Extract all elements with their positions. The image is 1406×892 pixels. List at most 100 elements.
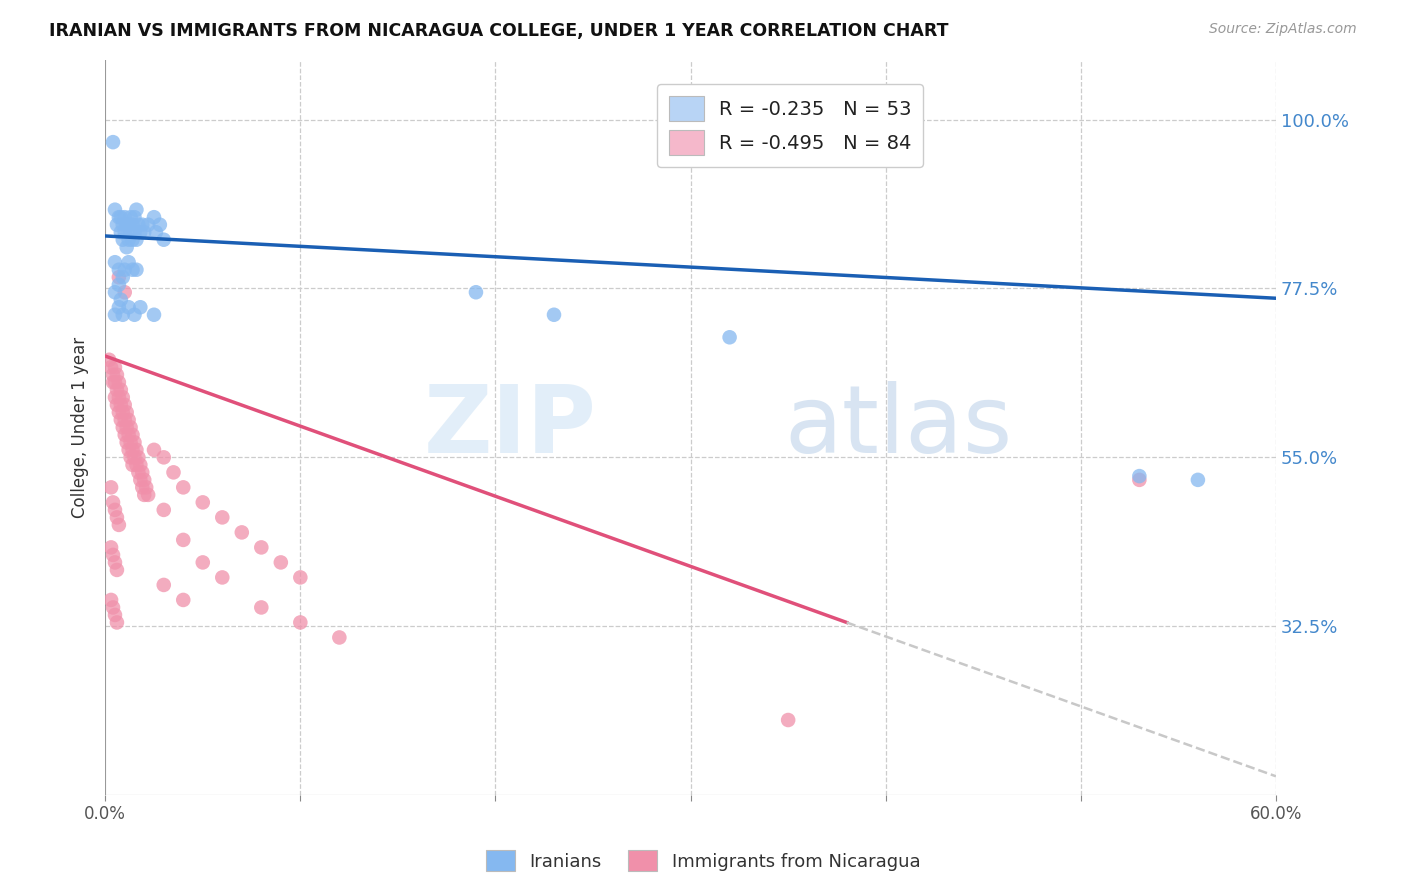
Point <box>250 600 273 615</box>
Point <box>111 270 134 285</box>
Point <box>172 593 194 607</box>
Point <box>104 390 127 404</box>
Point <box>543 308 565 322</box>
Y-axis label: College, Under 1 year: College, Under 1 year <box>72 337 89 518</box>
Point <box>121 427 143 442</box>
Point <box>115 420 138 434</box>
Point <box>152 233 174 247</box>
Point <box>152 578 174 592</box>
Point <box>111 308 134 322</box>
Point <box>162 466 184 480</box>
Point <box>100 480 122 494</box>
Point <box>111 218 134 232</box>
Point <box>120 420 142 434</box>
Point <box>125 442 148 457</box>
Point <box>117 427 139 442</box>
Point <box>172 480 194 494</box>
Text: ZIP: ZIP <box>425 382 598 474</box>
Legend: Iranians, Immigrants from Nicaragua: Iranians, Immigrants from Nicaragua <box>478 843 928 879</box>
Point <box>270 556 292 570</box>
Text: IRANIAN VS IMMIGRANTS FROM NICARAGUA COLLEGE, UNDER 1 YEAR CORRELATION CHART: IRANIAN VS IMMIGRANTS FROM NICARAGUA COL… <box>49 22 949 40</box>
Point <box>149 218 172 232</box>
Point <box>143 442 166 457</box>
Point <box>100 593 122 607</box>
Point <box>104 202 127 217</box>
Point <box>131 480 153 494</box>
Point <box>101 600 124 615</box>
Point <box>124 210 146 224</box>
Point <box>114 210 136 224</box>
Point <box>105 563 128 577</box>
Point <box>114 413 136 427</box>
Point <box>129 225 152 239</box>
Point <box>105 368 128 382</box>
Point <box>108 517 131 532</box>
Point <box>328 631 350 645</box>
Point <box>104 360 127 375</box>
Point <box>120 450 142 465</box>
Point <box>110 383 132 397</box>
Point <box>152 450 174 465</box>
Point <box>121 458 143 472</box>
Text: Source: ZipAtlas.com: Source: ZipAtlas.com <box>1209 22 1357 37</box>
Point <box>125 233 148 247</box>
Point <box>117 413 139 427</box>
Point <box>114 285 136 300</box>
Point <box>129 300 152 314</box>
Point <box>108 300 131 314</box>
Point <box>115 240 138 254</box>
Point <box>110 293 132 307</box>
Point <box>135 480 157 494</box>
Point <box>211 510 233 524</box>
Point <box>134 473 156 487</box>
Point <box>143 308 166 322</box>
Point <box>191 495 214 509</box>
Point <box>105 615 128 630</box>
Point <box>108 277 131 292</box>
Point <box>114 398 136 412</box>
Point <box>191 556 214 570</box>
Point <box>115 435 138 450</box>
Point <box>1128 469 1150 483</box>
Point <box>250 541 273 555</box>
Point <box>120 210 142 224</box>
Point <box>108 270 131 285</box>
Point <box>124 308 146 322</box>
Point <box>101 368 124 382</box>
Point <box>117 218 139 232</box>
Point <box>111 390 134 404</box>
Point <box>104 607 127 622</box>
Point <box>290 615 312 630</box>
Point <box>465 285 488 300</box>
Point <box>121 262 143 277</box>
Point <box>124 450 146 465</box>
Point <box>143 210 166 224</box>
Point <box>108 262 131 277</box>
Text: atlas: atlas <box>785 382 1012 474</box>
Point <box>121 218 143 232</box>
Point <box>120 225 142 239</box>
Point <box>136 218 159 232</box>
Point <box>121 442 143 457</box>
Point <box>134 225 156 239</box>
Point <box>120 435 142 450</box>
Point <box>104 285 127 300</box>
Point <box>117 300 139 314</box>
Point <box>131 218 153 232</box>
Point <box>1128 473 1150 487</box>
Point <box>104 503 127 517</box>
Point <box>105 383 128 397</box>
Point <box>127 450 149 465</box>
Point <box>172 533 194 547</box>
Point <box>108 376 131 390</box>
Point <box>778 713 800 727</box>
Point <box>129 458 152 472</box>
Point <box>117 442 139 457</box>
Point <box>111 420 134 434</box>
Point <box>152 503 174 517</box>
Point <box>110 398 132 412</box>
Point <box>101 548 124 562</box>
Point <box>124 225 146 239</box>
Point <box>231 525 253 540</box>
Point <box>145 225 167 239</box>
